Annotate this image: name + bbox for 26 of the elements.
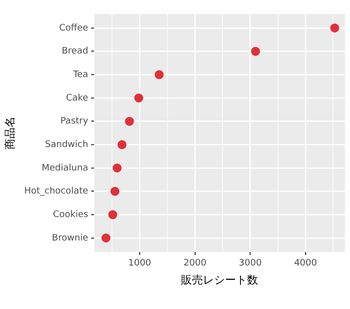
point xyxy=(251,46,260,56)
x-tick-label: 4000 xyxy=(294,258,318,269)
y-tick-label: Medialuna xyxy=(42,163,88,174)
point xyxy=(101,234,110,242)
y-tick-label: Bread xyxy=(62,46,88,57)
point xyxy=(330,24,340,32)
x-tick-label: 2000 xyxy=(184,258,207,269)
point xyxy=(110,186,120,196)
point xyxy=(118,140,127,150)
y-tick-label: Brownie xyxy=(52,233,89,244)
y-tick-label: Hot_chocolate xyxy=(24,186,89,197)
y-tick-label: Tea xyxy=(72,70,88,80)
point xyxy=(134,94,144,102)
x-axis-title: 販売レシート数 xyxy=(181,273,258,286)
point xyxy=(124,116,134,126)
x-tick-label: 3000 xyxy=(238,258,262,269)
y-tick-label: Coffee xyxy=(59,23,89,34)
y-tick-label: Sandwich xyxy=(45,140,88,150)
x-tick-label: 1000 xyxy=(128,258,152,269)
point xyxy=(108,210,118,220)
y-tick-label: Cake xyxy=(66,93,89,104)
y-tick-label: Cookies xyxy=(52,210,88,220)
y-axis-title: 商品名 xyxy=(3,116,16,150)
point xyxy=(112,164,122,172)
point xyxy=(154,70,164,80)
y-tick-label: Pastry xyxy=(60,116,89,127)
